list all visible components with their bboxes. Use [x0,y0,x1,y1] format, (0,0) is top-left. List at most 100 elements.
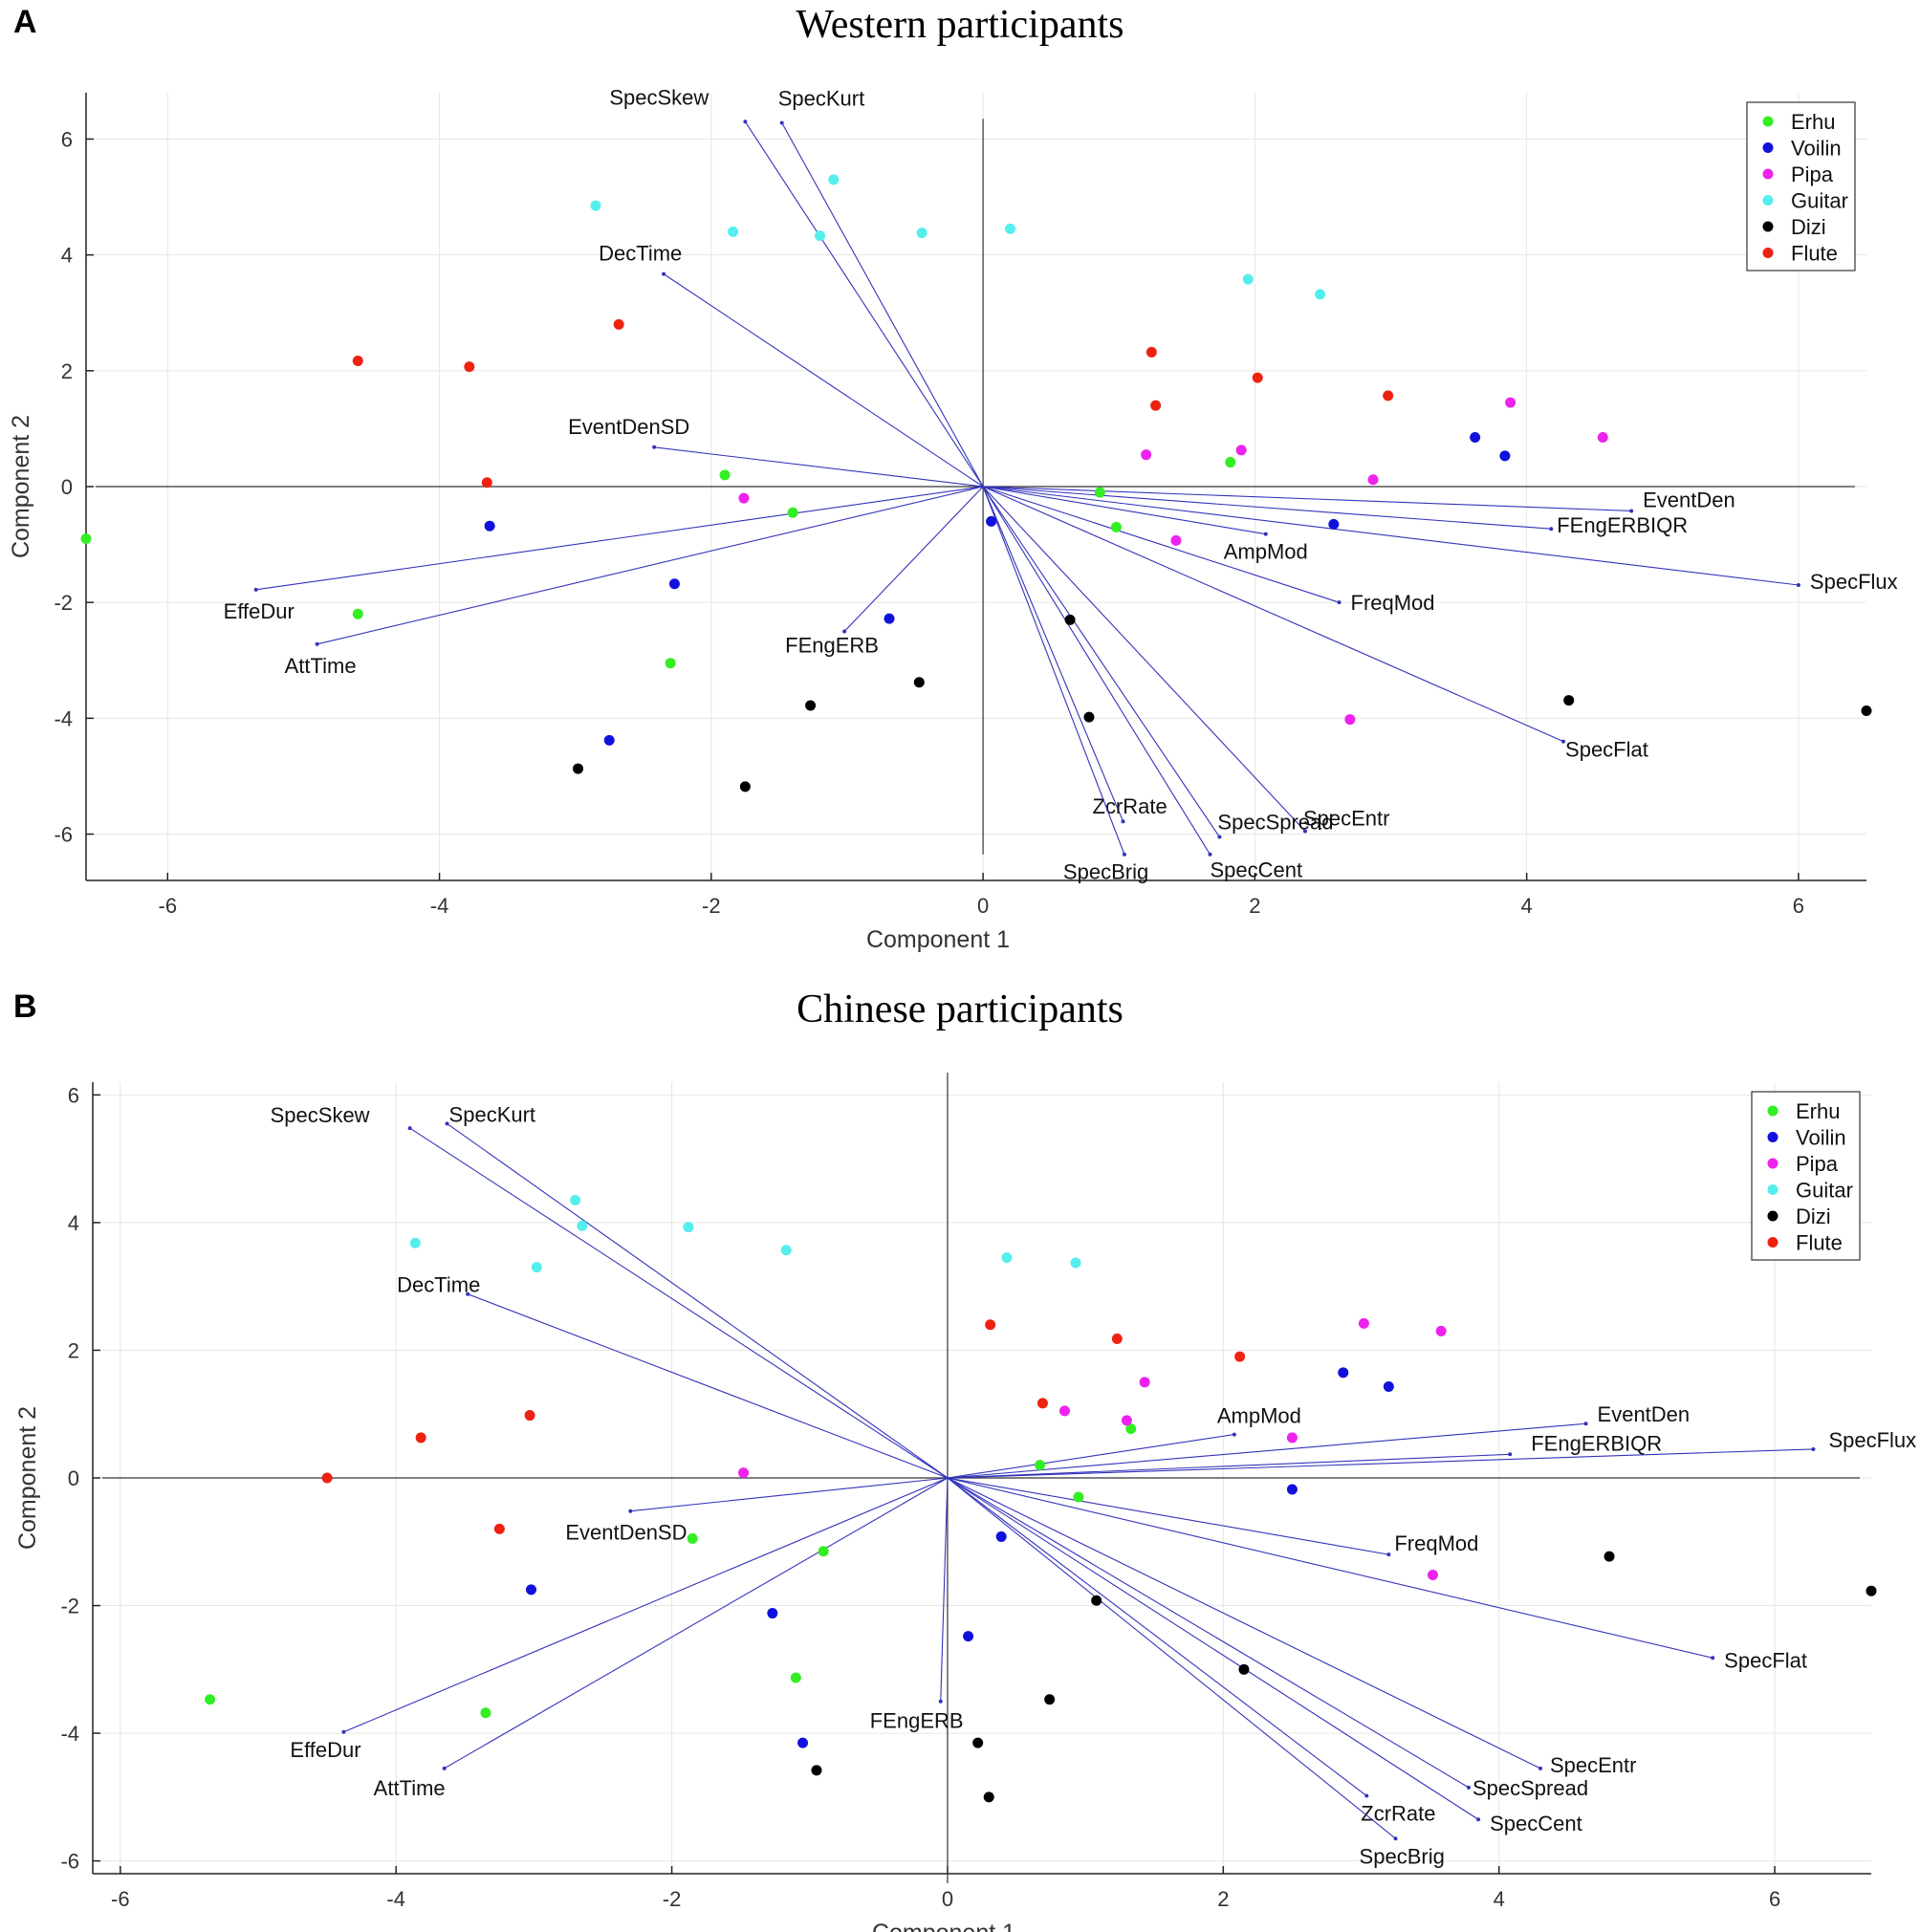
loading-vector-label: EffeDur [290,1738,360,1762]
loading-vector-label: EventDenSD [565,1521,687,1545]
loading-vector-label: DecTime [599,242,682,266]
data-point [1315,289,1326,300]
legend-entry: Dizi [1796,1205,1831,1228]
legend-box [1746,101,1856,271]
data-point [1286,1484,1298,1495]
loading-vector [843,486,984,632]
loading-vector-tip [407,1126,412,1131]
data-point [1344,714,1356,726]
y-axis-label: Component 2 [8,415,34,558]
loading-vector [781,122,984,488]
legend-marker [1762,248,1774,258]
loading-vector [663,273,984,488]
data-point [1252,372,1263,383]
data-point [728,226,739,237]
data-point [1505,397,1516,408]
loading-vector [947,1477,1479,1820]
loading-vector-label: FEngERBIQR [1557,513,1688,537]
legend-entry: Guitar [1791,189,1848,213]
loading-vector [947,1448,1814,1479]
x-tick-label: -6 [159,894,178,918]
loading-vector-label: SpecSpread [1217,811,1333,835]
x-tick-label: 2 [1249,894,1260,918]
data-point [828,174,840,185]
loading-vector-tip [341,1729,346,1734]
data-point [480,1707,491,1719]
loading-vector [947,1434,1234,1479]
data-point [683,1222,694,1233]
loading-vector-label: AmpMod [1217,1404,1301,1428]
data-point [1091,1595,1102,1606]
data-point [1064,614,1076,625]
loading-vector-label: FEngERB [870,1709,964,1733]
loading-vector-label: SpecFlux [1810,570,1898,594]
y-axis-label: Component 2 [14,1406,41,1550]
legend-entry: Guitar [1796,1179,1853,1203]
loading-vector-label: SpecSkew [271,1103,370,1127]
legend-entry: Voilin [1791,137,1842,161]
y-tick-label: 4 [68,1211,79,1235]
loading-vector [982,486,1125,855]
loading-vector-tip [1263,532,1268,536]
data-point [1238,1663,1250,1675]
data-point [913,677,925,688]
loading-vector [467,1293,949,1479]
loading-vector [982,486,1340,603]
data-point [1383,390,1394,402]
loading-vector-label: SpecSkew [609,85,709,109]
panel-b: B Chinese participants -6 -4 -2 0 2 4 6 -6 -4 -2 0… [0,985,1920,1932]
data-point [603,734,615,746]
loading-vector [947,1477,1541,1769]
y-tick-label: 4 [61,244,73,268]
loading-vector-label: SpecCent [1490,1812,1582,1835]
loading-vector-label: FreqMod [1394,1531,1478,1555]
data-point [526,1584,537,1596]
loading-vector [947,1453,1511,1479]
loading-vector-tip [1629,509,1634,513]
data-point [613,318,624,330]
legend-entry: Flute [1791,242,1838,266]
x-tick-label: -2 [663,1887,682,1911]
loading-vector [982,486,1564,743]
data-point [570,1195,581,1206]
x-tick-label: 6 [1769,1887,1780,1911]
loading-vector [983,486,1799,586]
y-tick-label: 2 [68,1338,79,1362]
data-point [1286,1432,1298,1444]
legend-marker [1762,168,1774,180]
x-tick-label: -6 [111,1887,130,1911]
data-point [1036,1398,1048,1409]
x-axis-label: Component 1 [866,926,1010,953]
data-point [1121,1415,1132,1426]
loading-vector-tip [466,1292,470,1296]
legend-marker [1767,1184,1778,1195]
loading-vector-tip [445,1121,449,1126]
legend-entry: Flute [1796,1231,1843,1255]
data-point [811,1765,822,1776]
loading-vector-tip [1337,600,1342,605]
y-tick-label: 0 [61,475,73,499]
data-point [668,578,680,590]
data-point [1597,432,1608,443]
data-point [1604,1551,1615,1562]
loading-vector-tip [1393,1836,1398,1841]
biplot-chart-b: -6 -4 -2 0 2 4 6 -6 -4 -2 0 2 4 6 Component 1 Component… [14,1072,1916,1932]
data-point [1141,449,1152,461]
loading-vector [947,1422,1586,1479]
loading-vector-tip [315,641,319,646]
y-tick-label: 2 [61,359,73,383]
loading-vector-tip [1476,1817,1481,1822]
legend-marker [1762,116,1774,127]
data-point [815,230,826,242]
loading-vector [947,1477,1367,1796]
loading-vector-tip [1561,739,1566,744]
loading-vector-tip [1302,829,1307,834]
data-point [1073,1491,1084,1503]
loading-vector-label: SpecFlat [1724,1648,1807,1672]
data-point [1235,445,1247,456]
panel-letter-b: B [13,988,37,1025]
loading-vector-label: FreqMod [1351,591,1435,615]
loading-vector-label: FEngERB [785,633,879,657]
data-point [1383,1381,1394,1393]
loading-vector-label: SpecSpread [1473,1776,1588,1800]
